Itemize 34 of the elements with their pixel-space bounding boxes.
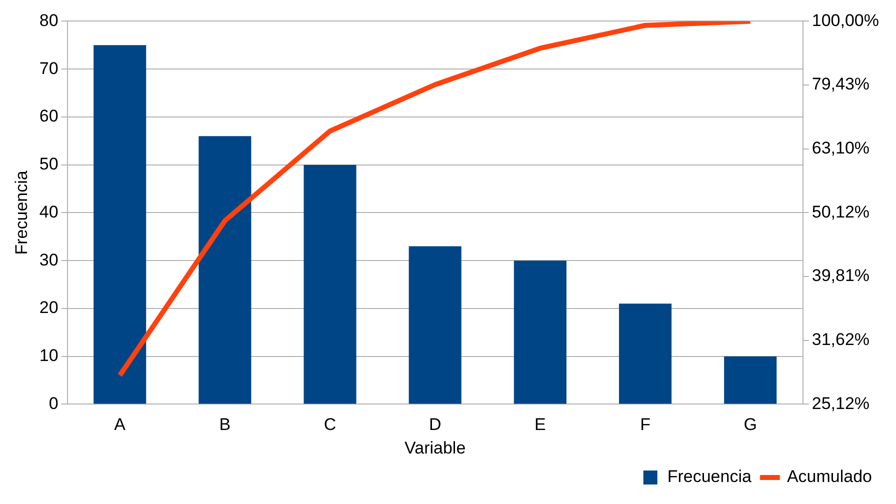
legend-label: Frecuencia bbox=[667, 467, 752, 486]
y-tick-label: 50 bbox=[39, 154, 58, 174]
x-tick-label: B bbox=[219, 415, 231, 434]
x-tick-label: C bbox=[324, 415, 336, 434]
y2-tick-label: 25,12% bbox=[812, 394, 870, 413]
y-tick-label: 10 bbox=[39, 346, 58, 366]
x-tick-label: D bbox=[428, 415, 442, 434]
y2-tick-label: 31,62% bbox=[812, 330, 870, 350]
y2-tick-label: 50,12% bbox=[812, 202, 870, 222]
bar bbox=[514, 260, 566, 404]
x-tick-label: E bbox=[534, 415, 546, 434]
y-tick-label: 0 bbox=[48, 394, 58, 413]
y2-tick-label: 39,81% bbox=[812, 266, 870, 286]
x-axis-title: Variable bbox=[404, 438, 466, 458]
x-tick-label: G bbox=[744, 415, 757, 434]
y-tick-label: 20 bbox=[39, 298, 58, 318]
y-tick-label: 80 bbox=[39, 10, 58, 30]
bar bbox=[198, 136, 252, 404]
bar bbox=[724, 356, 777, 404]
x-tick-label: A bbox=[114, 415, 126, 434]
y2-tick-label: 79,43% bbox=[812, 74, 870, 94]
legend-label: Acumulado bbox=[786, 467, 872, 486]
bar bbox=[618, 304, 672, 404]
y-tick-label: 70 bbox=[39, 58, 58, 78]
bar bbox=[408, 246, 462, 404]
y2-tick-label: 100,00% bbox=[812, 10, 880, 30]
y2-tick-label: 63,10% bbox=[812, 138, 870, 158]
bar bbox=[304, 164, 356, 404]
bar bbox=[94, 45, 146, 404]
y-tick-label: 60 bbox=[39, 106, 58, 126]
x-tick-label: F bbox=[640, 415, 650, 434]
y-axis-title: Frecuencia bbox=[12, 170, 31, 255]
y-tick-label: 40 bbox=[39, 202, 58, 222]
y-tick-label: 30 bbox=[39, 250, 58, 270]
